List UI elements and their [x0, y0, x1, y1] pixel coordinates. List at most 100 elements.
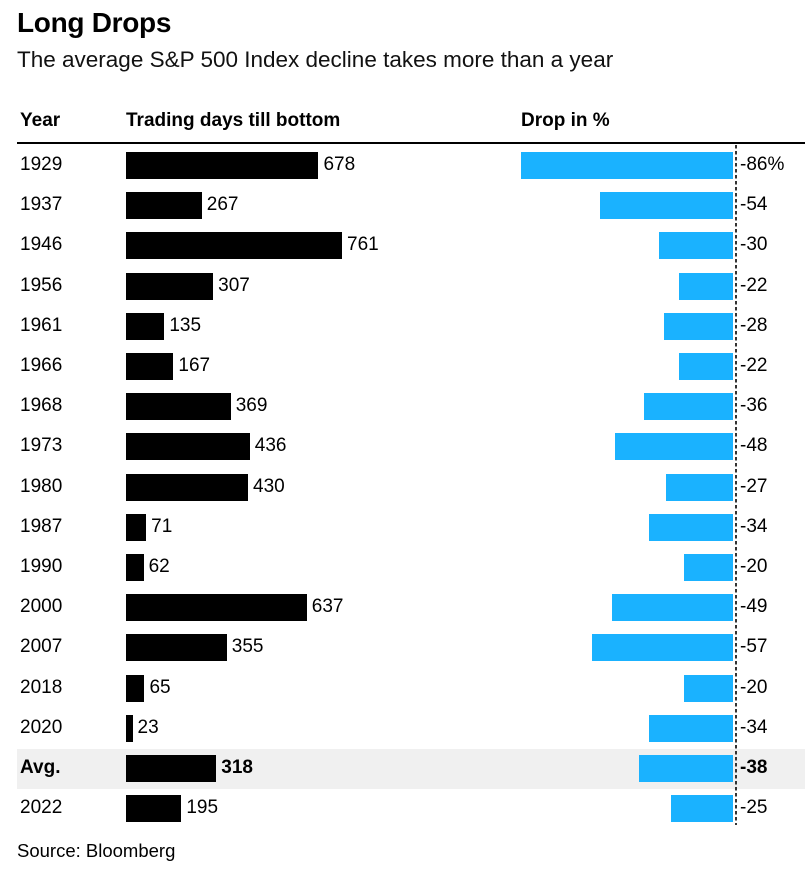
- drop-value: -36: [740, 395, 768, 417]
- trading-days-value: 355: [231, 636, 264, 658]
- year-label: 1946: [20, 234, 63, 256]
- drop-bar: [644, 393, 733, 421]
- drop-value: -30: [740, 234, 768, 256]
- trading-days-value: 761: [347, 234, 379, 256]
- year-label: 1990: [20, 556, 63, 577]
- trading-days-value: 430: [253, 475, 285, 497]
- year-label: 1973: [20, 435, 63, 457]
- trading-days-value: 637: [311, 596, 344, 618]
- year-label: 1956: [20, 274, 63, 296]
- trading-days-bar: [126, 393, 231, 421]
- year-label: 1968: [20, 395, 63, 417]
- header-drop: Drop in %: [521, 110, 610, 131]
- trading-days-value: 65: [149, 676, 171, 698]
- drop-bar: [678, 353, 733, 380]
- year-label: 1961: [20, 314, 63, 336]
- trading-days-bar: [126, 513, 147, 541]
- chart-row: 1961 135 -28: [17, 307, 805, 347]
- trading-days-value: 195: [186, 797, 219, 819]
- trading-days-value: 678: [323, 154, 356, 175]
- chart-row: 2020 23 -34: [17, 709, 805, 749]
- trading-days-value: 62: [148, 556, 170, 577]
- trading-days-bar: [126, 433, 250, 461]
- trading-days-bar: [126, 594, 307, 622]
- trading-days-bar: [126, 353, 174, 380]
- chart-row: 1966 167 -22: [17, 347, 805, 387]
- drop-value: -54: [740, 194, 768, 216]
- chart-row: 2022 195 -25: [17, 789, 805, 829]
- drop-value: -27: [740, 475, 768, 497]
- chart-row: 2007 355 -57: [17, 628, 805, 668]
- chart-row: 1946 761 -30: [17, 226, 805, 266]
- drop-bar: [521, 152, 733, 179]
- trading-days-bar: [126, 755, 217, 782]
- trading-days-bar: [126, 554, 144, 581]
- trading-days-bar: [126, 272, 214, 300]
- chart-row: 1973 436 -48: [17, 427, 805, 467]
- trading-days-bar: [126, 714, 133, 742]
- source-note: Source: Bloomberg: [17, 840, 176, 861]
- drop-bar: [683, 674, 733, 702]
- trading-days-bar: [126, 312, 165, 340]
- trading-days-value: 369: [235, 395, 268, 417]
- header-trading-days: Trading days till bottom: [126, 110, 341, 131]
- chart-row: Avg. 318 -38: [17, 749, 805, 789]
- year-label: 1987: [20, 515, 63, 537]
- drop-bar: [678, 272, 733, 300]
- drop-bar: [671, 795, 733, 823]
- drop-bar: [649, 513, 733, 541]
- year-label: 2000: [20, 596, 63, 618]
- drop-value: -34: [740, 515, 768, 537]
- year-label: 2018: [20, 676, 63, 698]
- year-label: Avg.: [20, 757, 61, 778]
- drop-value: -20: [740, 556, 768, 577]
- zero-axis-line: [735, 145, 737, 825]
- chart-row: 2018 65 -20: [17, 669, 805, 709]
- header-year: Year: [20, 110, 61, 131]
- drop-bar: [683, 554, 733, 581]
- year-label: 2022: [20, 797, 63, 819]
- drop-bar: [614, 433, 733, 461]
- trading-days-value: 307: [218, 274, 250, 296]
- drop-value: -48: [740, 435, 768, 457]
- trading-days-value: 318: [221, 757, 253, 778]
- chart-row: 1968 369 -36: [17, 387, 805, 427]
- drop-bar: [649, 714, 733, 742]
- chart-row: 1987 71 -34: [17, 508, 805, 548]
- chart-row: 1980 430 -27: [17, 468, 805, 508]
- chart-row: 1937 267 -54: [17, 186, 805, 226]
- year-label: 1929: [20, 154, 63, 175]
- drop-value: -22: [740, 274, 768, 296]
- drop-value: -20: [740, 676, 768, 698]
- chart-row: 1990 62 -20: [17, 548, 805, 588]
- year-label: 1937: [20, 194, 63, 216]
- chart-subtitle: The average S&P 500 Index decline takes …: [17, 47, 614, 72]
- drop-bar: [639, 755, 733, 782]
- year-label: 1980: [20, 475, 63, 497]
- drop-value: -57: [740, 636, 768, 658]
- trading-days-bar: [126, 232, 342, 260]
- trading-days-value: 436: [254, 435, 287, 457]
- trading-days-value: 167: [178, 355, 211, 376]
- drop-value: -34: [740, 716, 768, 738]
- drop-value: -22: [740, 355, 768, 376]
- drop-bar: [666, 473, 733, 501]
- trading-days-value: 71: [151, 515, 173, 537]
- chart-row: 1929 678 -86%: [17, 146, 805, 186]
- drop-value: -25: [740, 797, 768, 819]
- trading-days-bar: [126, 795, 182, 823]
- drop-value: -49: [740, 596, 768, 618]
- drop-bar: [592, 634, 733, 662]
- trading-days-value: 23: [137, 716, 159, 738]
- drop-bar: [599, 192, 733, 220]
- trading-days-value: 135: [169, 314, 202, 336]
- chart-row: 1956 307 -22: [17, 267, 805, 307]
- header-rule: [17, 142, 805, 144]
- chart-row: 2000 637 -49: [17, 588, 805, 628]
- drop-value: -86%: [740, 154, 785, 175]
- trading-days-bar: [126, 473, 249, 501]
- year-label: 1966: [20, 355, 63, 376]
- trading-days-bar: [126, 674, 145, 702]
- trading-days-bar: [126, 634, 227, 662]
- drop-bar: [612, 594, 733, 622]
